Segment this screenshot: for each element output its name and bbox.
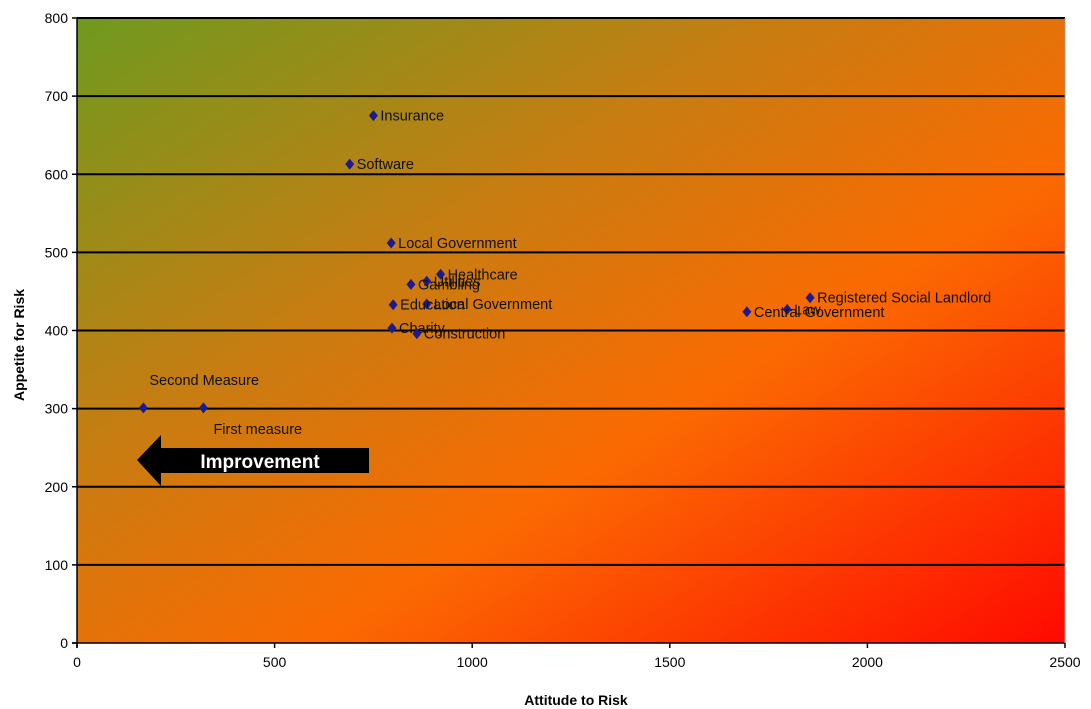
data-points: Insurance Software Local Government Healthc… xyxy=(138,109,991,438)
data-point-marker xyxy=(386,237,396,249)
data-point-label: Construction xyxy=(424,327,505,343)
y-tick-label-300: 300 xyxy=(45,401,69,417)
data-point-label: Gambling xyxy=(418,277,480,293)
data-point-label: Registered Social Landlord xyxy=(817,291,991,307)
data-point-label: Second Measure xyxy=(149,373,259,389)
x-tick-label-0: 0 xyxy=(73,654,81,670)
x-tick-label-2000: 2000 xyxy=(852,654,883,670)
x-tick-label-2500: 2500 xyxy=(1049,654,1080,670)
x-axis-title: Attitude to Risk xyxy=(524,692,628,708)
y-tick-label-600: 600 xyxy=(45,166,69,182)
data-point-marker xyxy=(782,303,792,315)
y-tick-label-100: 100 xyxy=(45,557,69,573)
data-point-marker xyxy=(412,328,422,340)
data-point-marker xyxy=(742,306,752,318)
data-point-label: Local Government xyxy=(434,297,552,313)
data-point-marker xyxy=(406,278,416,290)
x-tick-label-1500: 1500 xyxy=(654,654,685,670)
y-tick-label-800: 800 xyxy=(45,10,69,26)
data-point-marker xyxy=(422,298,432,310)
x-tick-label-500: 500 xyxy=(263,654,287,670)
x-tick-label-1000: 1000 xyxy=(457,654,488,670)
data-point-label: Central Government xyxy=(754,305,885,321)
y-tick-label-700: 700 xyxy=(45,88,69,104)
y-tick-label-200: 200 xyxy=(45,479,69,495)
data-point-label: Software xyxy=(357,157,414,173)
y-tick-label-500: 500 xyxy=(45,244,69,260)
data-point-label: Law xyxy=(794,302,821,318)
data-point-label: First measure xyxy=(213,422,302,438)
data-point-marker xyxy=(805,292,815,304)
improvement-annotation: Improvement xyxy=(137,435,369,486)
data-point-marker xyxy=(368,110,378,122)
y-axis-title: Appetite for Risk xyxy=(11,289,27,401)
y-tick-label-0: 0 xyxy=(60,635,68,651)
data-point-marker xyxy=(198,402,208,414)
data-point-label: Utilities xyxy=(434,274,481,290)
data-point-label: Local Government xyxy=(398,236,516,252)
data-point-marker xyxy=(436,268,446,280)
tick-labels: 0 100 200 300 400 500 600 700 800 0 500 1000 1500 200… xyxy=(45,10,1081,670)
data-point-marker xyxy=(345,158,355,170)
data-point-marker xyxy=(138,402,148,414)
y-tick-label-400: 400 xyxy=(45,323,69,339)
data-point-marker xyxy=(387,322,397,334)
data-point-label: Education xyxy=(400,298,465,314)
data-point-label: Charity xyxy=(399,321,446,337)
data-point-marker xyxy=(388,299,398,311)
gridlines xyxy=(77,17,1065,566)
improvement-label: Improvement xyxy=(200,452,320,473)
data-point-label: Healthcare xyxy=(448,267,518,283)
data-point-label: Insurance xyxy=(380,109,444,125)
improvement-arrow-icon xyxy=(137,435,369,486)
axes xyxy=(72,18,1066,648)
data-point-marker xyxy=(422,275,432,287)
